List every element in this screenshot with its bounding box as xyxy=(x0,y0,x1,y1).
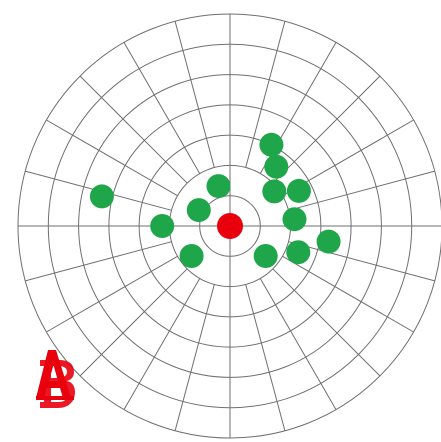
data-point xyxy=(264,154,289,179)
grid-spoke xyxy=(174,21,215,168)
data-point xyxy=(253,244,278,268)
grid-spoke xyxy=(272,75,381,184)
grid-spoke xyxy=(123,278,201,410)
data-point xyxy=(259,132,284,157)
data-point xyxy=(286,240,311,265)
grid-spoke xyxy=(123,42,201,174)
center-point xyxy=(217,213,243,239)
data-point xyxy=(282,207,307,232)
grid-spoke xyxy=(245,21,286,168)
data-point xyxy=(179,244,204,268)
data-point xyxy=(89,184,114,209)
data-points xyxy=(89,132,341,268)
grid-spoke xyxy=(259,278,337,410)
data-point xyxy=(206,174,231,199)
data-point xyxy=(286,178,311,203)
grid-spoke xyxy=(46,255,178,333)
grid-spoke xyxy=(79,75,188,184)
data-point xyxy=(186,198,211,223)
grid-spoke xyxy=(79,268,188,377)
data-point xyxy=(150,214,175,238)
grid-spoke xyxy=(46,119,178,197)
data-point xyxy=(262,179,287,204)
grid-spoke xyxy=(245,284,286,431)
grid-spoke xyxy=(288,241,435,282)
grid-spoke xyxy=(288,170,435,211)
data-point xyxy=(316,229,341,254)
grid-spoke xyxy=(174,284,215,431)
grid-spoke xyxy=(25,241,172,282)
grid-spoke xyxy=(272,268,381,377)
grid-spoke xyxy=(282,255,414,333)
logo-icon xyxy=(36,350,75,408)
